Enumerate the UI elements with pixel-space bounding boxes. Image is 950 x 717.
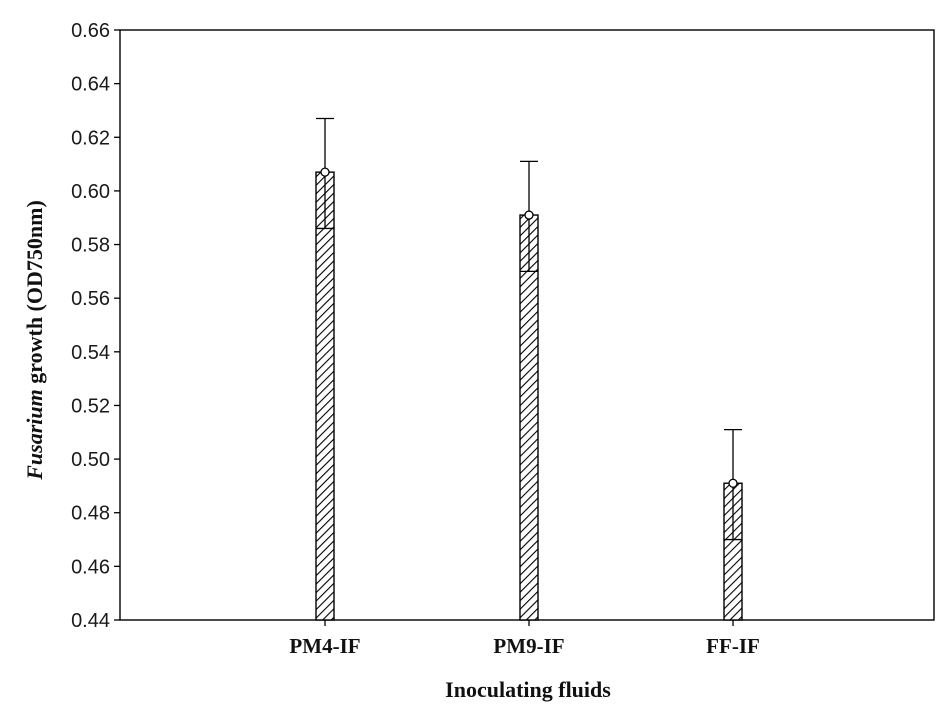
bar	[519, 214, 539, 621]
x-tick-label: PM4-IF	[289, 634, 360, 658]
x-tick-label: PM9-IF	[493, 634, 564, 658]
y-tick-label: 0.44	[71, 610, 110, 632]
y-axis-title: Fusarium growth (OD750nm)	[22, 200, 47, 481]
bar	[315, 171, 335, 621]
mean-marker	[320, 167, 330, 177]
y-tick-label: 0.52	[71, 395, 110, 417]
y-tick-label: 0.58	[71, 235, 110, 257]
y-tick-label: 0.56	[71, 288, 110, 310]
y-tick-label: 0.66	[71, 20, 110, 42]
mean-marker	[524, 210, 534, 220]
y-tick-label: 0.54	[71, 342, 110, 364]
x-axis-title: Inoculating fluids	[445, 677, 611, 702]
y-tick-label: 0.46	[71, 556, 110, 578]
y-tick-label: 0.60	[71, 181, 110, 203]
y-axis-title-italic: Fusarium	[22, 389, 47, 481]
y-tick-label: 0.64	[71, 74, 110, 96]
y-tick-label: 0.50	[71, 449, 110, 471]
mean-marker	[728, 478, 738, 488]
y-tick-label: 0.62	[71, 127, 110, 149]
y-axis-title-rest: growth (OD750nm)	[22, 200, 47, 389]
x-tick-label: FF-IF	[706, 634, 760, 658]
y-tick-label: 0.48	[71, 503, 110, 525]
